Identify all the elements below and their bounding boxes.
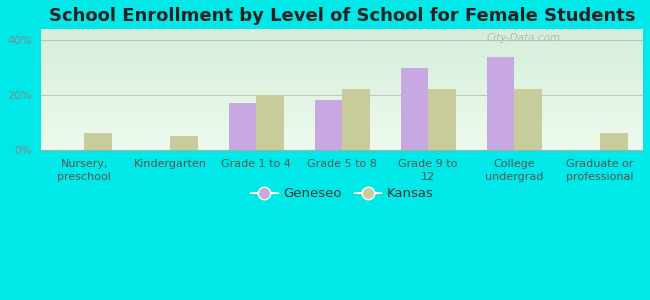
Legend: Geneseo, Kansas: Geneseo, Kansas: [246, 182, 439, 206]
Bar: [315, 100, 343, 149]
Bar: [428, 89, 456, 149]
Bar: [170, 136, 198, 149]
Bar: [229, 103, 256, 149]
Bar: [487, 57, 514, 149]
Bar: [343, 89, 370, 149]
Bar: [84, 133, 112, 149]
Bar: [514, 89, 541, 149]
Text: City-Data.com: City-Data.com: [487, 33, 561, 43]
Title: School Enrollment by Level of School for Female Students: School Enrollment by Level of School for…: [49, 7, 636, 25]
Bar: [400, 68, 428, 149]
Bar: [256, 95, 284, 149]
Bar: [600, 133, 628, 149]
